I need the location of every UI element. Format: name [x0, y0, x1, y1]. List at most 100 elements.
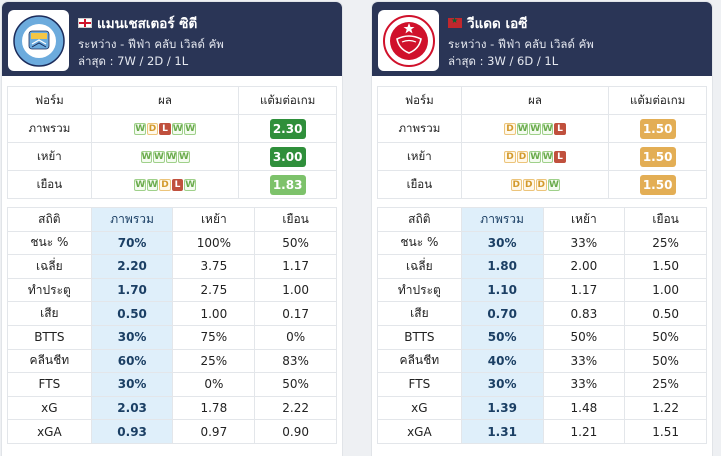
stat-label: เฉลี่ย: [7, 254, 92, 279]
stats-row: xGA 0.93 0.97 0.90: [7, 419, 337, 444]
stat-home: 2.75: [172, 277, 256, 303]
stat-home: 100%: [172, 230, 256, 256]
team-name[interactable]: แมนเชสเตอร์ ซิตี: [78, 12, 197, 34]
result-chip[interactable]: W: [516, 123, 529, 135]
stat-overall: 0.70: [460, 301, 544, 326]
result-chip[interactable]: W: [541, 151, 554, 163]
result-chip[interactable]: D: [146, 123, 159, 135]
result-chip[interactable]: W: [165, 151, 177, 163]
form-header-form: ฟอร์ม: [7, 86, 92, 115]
result-chip[interactable]: W: [529, 151, 541, 163]
ppg-badge: 1.83: [269, 174, 306, 195]
stats-header-home[interactable]: เหย้า: [172, 207, 256, 232]
man-city-logo[interactable]: [8, 10, 69, 71]
result-chip[interactable]: D: [504, 151, 516, 163]
stats-header-home[interactable]: เหย้า: [542, 207, 626, 232]
result-chip[interactable]: D: [535, 179, 547, 191]
stat-label: คลีนชีท: [7, 348, 92, 374]
team-name-text[interactable]: วีแดด เอซี: [467, 16, 528, 32]
form-header-results: ผล: [460, 86, 610, 115]
result-chip[interactable]: D: [510, 179, 522, 191]
stat-overall: 70%: [90, 230, 174, 256]
stats-row: BTTS 30% 75% 0%: [7, 324, 337, 350]
form-results: D W W W L: [504, 123, 566, 135]
stat-away: 2.22: [254, 395, 337, 421]
form-header-form: ฟอร์ม: [377, 86, 462, 115]
form-results: D D W W L: [504, 151, 566, 163]
stat-label: ชนะ %: [7, 230, 92, 256]
result-chip[interactable]: D: [159, 179, 171, 191]
result-chip[interactable]: W: [541, 123, 554, 135]
stat-overall: 30%: [90, 372, 174, 397]
team-name[interactable]: วีแดด เอซี: [448, 12, 527, 34]
result-chip[interactable]: W: [134, 179, 146, 191]
result-chip[interactable]: W: [184, 179, 196, 191]
stats-header-away[interactable]: เยือน: [254, 207, 337, 232]
form-table: ฟอร์ม ผล แต้มต่อเกม ภาพรวม W D L W W 2.3…: [7, 86, 337, 199]
stats-row: FTS 30% 33% 25%: [377, 372, 707, 397]
stat-away: 25%: [624, 230, 707, 256]
result-chip[interactable]: W: [184, 123, 196, 135]
stat-away: 1.22: [624, 395, 707, 421]
stat-home: 2.00: [542, 254, 626, 279]
stat-away: 25%: [624, 372, 707, 397]
form-results: D D D W: [510, 179, 560, 191]
stat-overall: 0.50: [90, 301, 174, 326]
stat-away: 50%: [624, 324, 707, 350]
stat-away: 0.90: [254, 419, 337, 444]
team-header: วีแดด เอซี ระหว่าง - ฟีฟ่า คลับ เวิลด์ ค…: [372, 2, 712, 76]
stat-overall: 1.80: [460, 254, 544, 279]
stats-header-away[interactable]: เยือน: [624, 207, 707, 232]
result-chip[interactable]: W: [171, 123, 184, 135]
stat-away: 50%: [624, 348, 707, 374]
stats-header-overall[interactable]: ภาพรวม: [90, 207, 174, 232]
morocco-flag-icon: [448, 16, 462, 28]
stat-home: 0.97: [172, 419, 256, 444]
result-chip[interactable]: W: [153, 151, 165, 163]
result-chip[interactable]: L: [554, 123, 566, 135]
result-chip[interactable]: W: [178, 151, 190, 163]
stat-home: 50%: [542, 324, 626, 350]
result-chip[interactable]: L: [159, 123, 171, 135]
stats-table: สถิติ ภาพรวม เหย้า เยือน ชนะ % 70% 100% 50%…: [7, 207, 337, 444]
ppg-badge: 1.50: [639, 118, 676, 139]
result-chip[interactable]: D: [523, 179, 535, 191]
result-chip[interactable]: W: [140, 151, 152, 163]
stat-overall: 30%: [460, 230, 544, 256]
stat-home: 0.83: [542, 301, 626, 326]
wydad-logo[interactable]: [378, 10, 439, 71]
ppg-badge: 1.50: [639, 174, 676, 195]
result-chip[interactable]: W: [548, 179, 560, 191]
result-chip[interactable]: W: [134, 123, 146, 135]
stats-table: สถิติ ภาพรวม เหย้า เยือน ชนะ % 30% 33% 25% …: [377, 207, 707, 444]
team-name-text[interactable]: แมนเชสเตอร์ ซิตี: [97, 16, 198, 32]
stats-row: BTTS 50% 50% 50%: [377, 324, 707, 350]
stat-home: 1.21: [542, 419, 626, 444]
result-chip[interactable]: D: [504, 123, 516, 135]
stat-overall: 40%: [460, 348, 544, 374]
stat-overall: 1.31: [460, 419, 544, 444]
team-panel-away: วีแดด เอซี ระหว่าง - ฟีฟ่า คลับ เวิลด์ ค…: [372, 2, 712, 456]
stats-row: ชนะ % 30% 33% 25%: [377, 230, 707, 256]
stat-label: xGA: [7, 419, 92, 444]
stat-home: 0%: [172, 372, 256, 397]
stat-away: 50%: [254, 230, 337, 256]
result-chip[interactable]: W: [529, 123, 541, 135]
stats-row: เสีย 0.70 0.83 0.50: [377, 301, 707, 326]
stats-header-overall[interactable]: ภาพรวม: [460, 207, 544, 232]
stat-home: 1.48: [542, 395, 626, 421]
stat-overall: 50%: [460, 324, 544, 350]
stats-row: ทำประตู 1.10 1.17 1.00: [377, 277, 707, 303]
form-table: ฟอร์ม ผล แต้มต่อเกม ภาพรวม D W W W L 1.5…: [377, 86, 707, 199]
form-row: เหย้า D D W W L 1.50: [377, 142, 707, 171]
form-row-label: ภาพรวม: [377, 114, 462, 143]
stat-away: 1.00: [624, 277, 707, 303]
result-chip[interactable]: W: [146, 179, 159, 191]
result-chip[interactable]: L: [554, 151, 566, 163]
result-chip[interactable]: D: [516, 151, 529, 163]
stats-row: คลีนชีท 60% 25% 83%: [7, 348, 337, 374]
result-chip[interactable]: L: [171, 179, 184, 191]
form-header-ppg: แต้มต่อเกม: [608, 86, 707, 115]
stat-label: BTTS: [7, 324, 92, 350]
stat-home: 25%: [172, 348, 256, 374]
